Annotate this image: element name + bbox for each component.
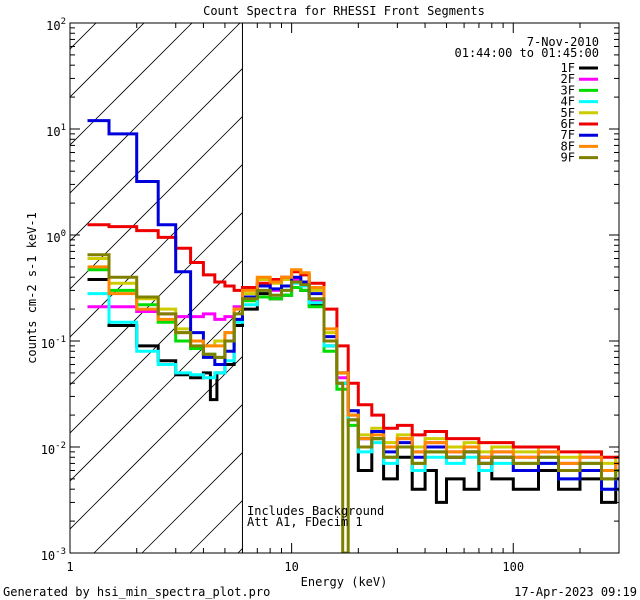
hatch-line	[70, 307, 243, 482]
y-tick-label: 10-3	[41, 547, 66, 563]
series-layer	[87, 119, 619, 553]
hatch-line	[70, 259, 243, 434]
legend-label: 6F	[561, 117, 575, 131]
hatch-line	[70, 163, 243, 338]
y-tick-label: 102	[46, 17, 66, 33]
legend-label: 4F	[561, 95, 575, 109]
series-line-7F	[87, 119, 619, 491]
series-line-9F	[87, 253, 619, 553]
x-axis-label: Energy (keV)	[301, 575, 388, 589]
x-tick-label: 100	[502, 560, 524, 574]
hatch-line	[70, 355, 243, 530]
chart-title: Count Spectra for RHESSI Front Segments	[203, 4, 485, 18]
time-range-label: 01:44:00 to 01:45:00	[455, 46, 600, 60]
y-tick-label: 101	[46, 123, 66, 139]
hatch-line	[70, 23, 193, 146]
hatch-line	[70, 115, 243, 290]
x-tick-label: 10	[284, 560, 298, 574]
hatch-line	[70, 211, 243, 386]
hatch-line	[70, 23, 145, 98]
legend-label: 2F	[561, 72, 575, 86]
legend-label: 3F	[561, 83, 575, 97]
plot-frame	[69, 22, 620, 554]
y-axis-label: counts cm-2 s-1 keV-1	[25, 212, 39, 364]
hatch-line	[70, 67, 243, 242]
hatch-line	[0, 0, 78, 553]
y-tick-label: 10-2	[41, 441, 66, 457]
legend-label: 1F	[561, 61, 575, 75]
series-line-6F	[87, 223, 619, 459]
axis-ticks	[69, 22, 620, 554]
attenuator-note: Att A1, FDecim 1	[247, 515, 363, 529]
legend-label: 5F	[561, 106, 575, 120]
timestamp-label: 17-Apr-2023 09:19	[514, 585, 637, 599]
x-tick-label: 1	[66, 560, 73, 574]
hatch-line	[70, 23, 241, 194]
hatch-line	[70, 23, 97, 50]
y-tick-label: 10-1	[41, 335, 66, 351]
series-line-8F	[87, 265, 619, 472]
legend-label: 8F	[561, 139, 575, 153]
generated-by-label: Generated by hsi_min_spectra_plot.pro	[3, 585, 270, 599]
y-tick-label: 100	[46, 229, 66, 245]
legend-label: 9F	[561, 151, 575, 165]
hatch-line	[93, 403, 243, 553]
background-note: Includes Background	[247, 504, 384, 518]
legend-label: 7F	[561, 128, 575, 142]
hatch-line	[141, 451, 243, 553]
date-label: 7-Nov-2010	[527, 35, 599, 49]
